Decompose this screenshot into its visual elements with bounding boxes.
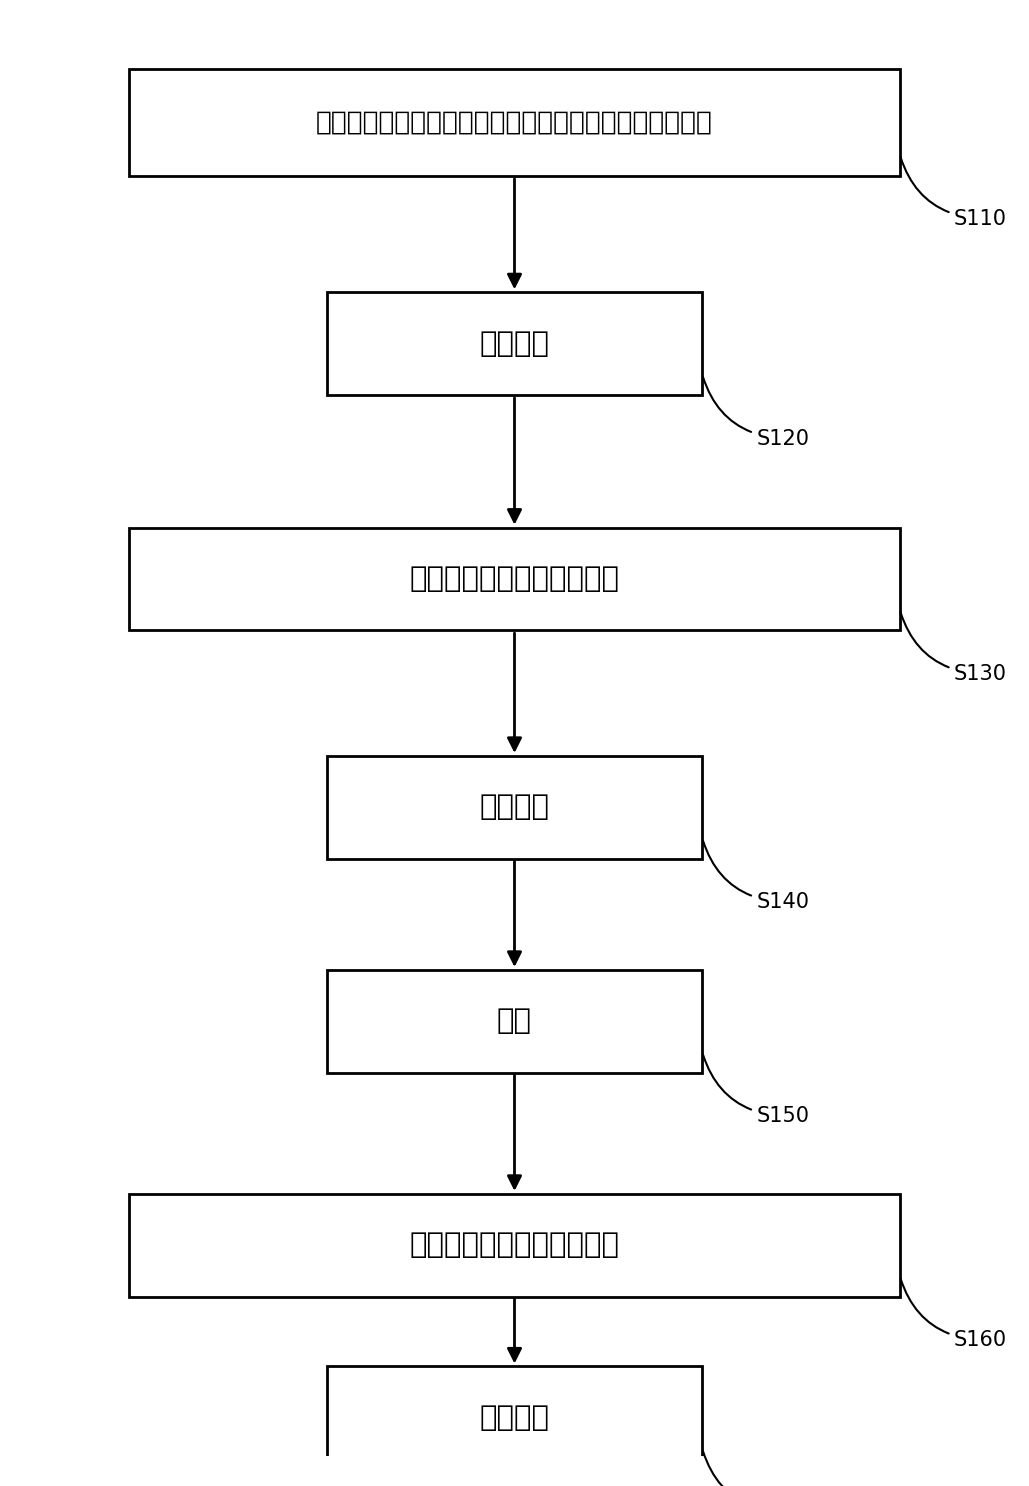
Text: S150: S150 bbox=[703, 1055, 810, 1126]
Text: 射孔作业: 射孔作业 bbox=[480, 794, 549, 822]
Text: S130: S130 bbox=[900, 612, 1007, 684]
Bar bbox=[327, 1367, 702, 1470]
Bar bbox=[130, 528, 899, 630]
Text: S160: S160 bbox=[900, 1278, 1007, 1351]
Text: 压裂作业: 压裂作业 bbox=[480, 1404, 549, 1433]
Text: 将井下加热器、桥塞、桥塞座封以及射孔枪下入水平井筒: 将井下加热器、桥塞、桥塞座封以及射孔枪下入水平井筒 bbox=[316, 110, 713, 135]
Text: S110: S110 bbox=[900, 158, 1007, 229]
Text: S170: S170 bbox=[703, 1452, 810, 1486]
Bar bbox=[327, 293, 702, 395]
Text: S140: S140 bbox=[703, 841, 810, 912]
Bar bbox=[327, 756, 702, 859]
Text: 上提射孔枪以及井下加热器: 上提射孔枪以及井下加热器 bbox=[410, 565, 619, 593]
Bar bbox=[130, 1193, 899, 1296]
Text: 座封丢手: 座封丢手 bbox=[480, 330, 549, 358]
Bar bbox=[327, 970, 702, 1073]
Text: S120: S120 bbox=[703, 377, 810, 449]
Text: 提出射孔枪以及井下加热器: 提出射孔枪以及井下加热器 bbox=[410, 1230, 619, 1259]
Bar bbox=[130, 68, 899, 175]
Text: 加热: 加热 bbox=[497, 1008, 532, 1036]
